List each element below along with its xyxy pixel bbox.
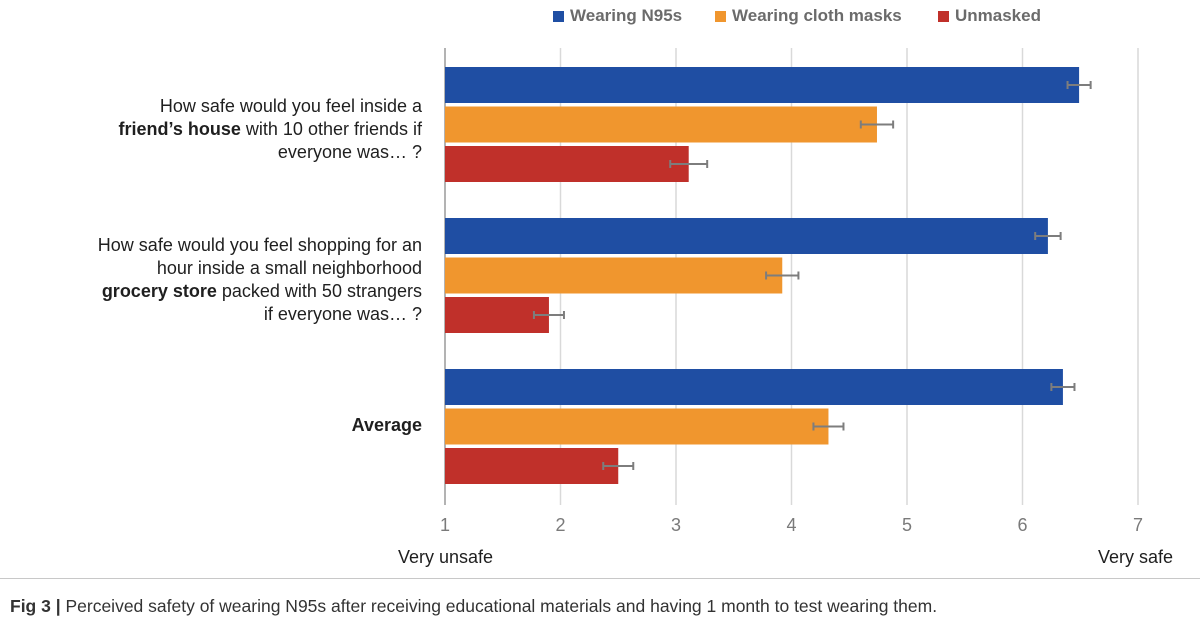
bar-unmasked	[445, 448, 619, 484]
x-tick-label: 2	[555, 515, 565, 535]
x-tick-label: 6	[1017, 515, 1027, 535]
category-label-friends-house: How safe would you feel inside a friend’…	[92, 95, 422, 164]
legend-item-n95: Wearing N95s	[553, 6, 682, 26]
x-tick-label: 4	[786, 515, 796, 535]
bar-n95	[445, 218, 1048, 254]
x-tick-label: 5	[902, 515, 912, 535]
bar-unmasked	[445, 297, 549, 333]
category-label-part: packed with 50 strangers if everyone was…	[216, 281, 422, 324]
bar-cloth	[445, 257, 783, 294]
category-label-part: grocery store	[101, 281, 217, 301]
legend: Wearing N95s Wearing cloth masks Unmaske…	[0, 6, 1200, 32]
x-tick-label: 1	[440, 515, 450, 535]
legend-swatch-cloth	[715, 10, 726, 22]
bar-unmasked	[445, 146, 689, 182]
caption-prefix: Fig 3 |	[10, 596, 61, 616]
bar-cloth	[445, 106, 877, 143]
category-label-grocery-store: How safe would you feel shopping for an …	[92, 234, 422, 326]
category-label-part: How safe would you feel shopping for an …	[97, 235, 422, 278]
legend-swatch-n95	[553, 10, 564, 22]
x-tick-label: 3	[671, 515, 681, 535]
category-label-part: friend’s house	[118, 119, 241, 139]
x-tick-label: 7	[1133, 515, 1143, 535]
legend-item-unmasked: Unmasked	[938, 6, 1041, 26]
category-label-part: with 10 other friends if everyone was… ?	[240, 119, 422, 162]
axis-label-very-unsafe: Very unsafe	[398, 547, 494, 567]
legend-swatch-unmasked	[938, 10, 949, 22]
bar-cloth	[445, 408, 829, 445]
bar-n95	[445, 67, 1080, 103]
category-label-part: Average	[351, 415, 422, 435]
legend-label-n95: Wearing N95s	[570, 6, 683, 25]
category-label-part: How safe would you feel inside a	[159, 96, 422, 116]
figure-caption: Fig 3 | Perceived safety of wearing N95s…	[10, 596, 937, 617]
caption-divider	[0, 578, 1200, 579]
legend-label-cloth: Wearing cloth masks	[732, 6, 902, 25]
legend-label-unmasked: Unmasked	[955, 6, 1041, 25]
category-label-average: Average	[92, 414, 422, 437]
legend-item-cloth: Wearing cloth masks	[715, 6, 902, 26]
bar-n95	[445, 369, 1063, 405]
axis-label-very-safe: Very safe	[1098, 547, 1174, 567]
caption-text: Perceived safety of wearing N95s after r…	[60, 596, 938, 616]
